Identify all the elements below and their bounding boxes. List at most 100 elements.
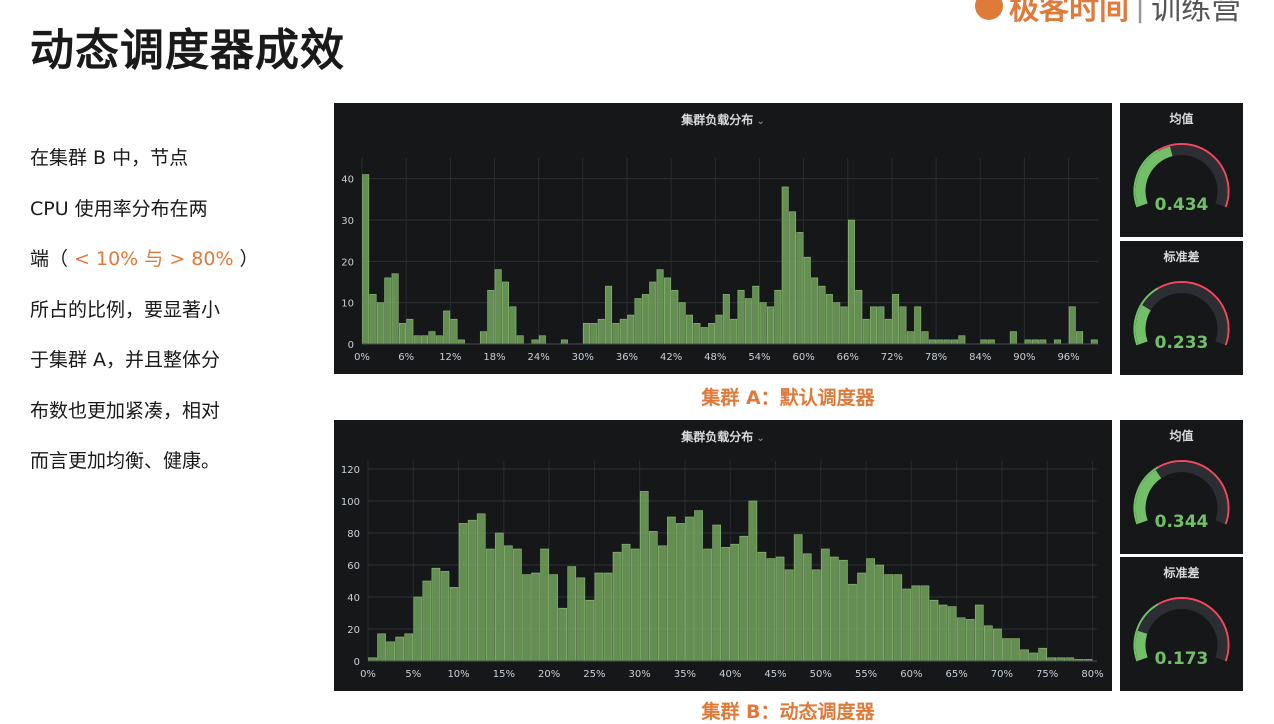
x-tick-label: 36% <box>616 352 638 363</box>
histogram-bar <box>892 294 900 345</box>
histogram-bar <box>1002 638 1011 662</box>
histogram-bar <box>428 331 436 345</box>
histogram-bar <box>391 273 399 345</box>
cluster-b-mean-gauge <box>1133 460 1230 525</box>
y-tick-label: 100 <box>341 497 360 508</box>
x-tick-label: 35% <box>674 669 696 680</box>
histogram-bar <box>921 331 929 345</box>
x-tick-label: 84% <box>969 352 991 363</box>
cluster-b-stddev-gauge <box>1133 597 1230 662</box>
histogram-bar <box>576 577 586 662</box>
histogram-bar <box>884 318 892 345</box>
histogram-bar <box>567 566 577 662</box>
cluster-a-panel-title[interactable]: 集群负载分布 ⌄ <box>334 111 1112 128</box>
histogram-bar <box>1076 331 1084 345</box>
histogram-bar <box>839 559 848 662</box>
histogram-bar <box>920 585 930 662</box>
description-line: 端（ < 10% 与 > 80% ） <box>30 239 280 290</box>
histogram-bar <box>494 269 502 345</box>
histogram-bar <box>676 523 685 662</box>
x-tick-label: 50% <box>810 669 832 680</box>
histogram-bar <box>686 314 693 345</box>
histogram-bar <box>485 548 495 662</box>
histogram-bar <box>413 596 423 662</box>
description-text: 在集群 B 中，节点 CPU 使用率分布在两 端（ < 10% 与 > 80% … <box>30 138 280 492</box>
histogram-bar <box>443 310 451 345</box>
y-tick-label: 10 <box>341 299 354 310</box>
histogram-bar <box>630 548 640 662</box>
histogram-bar <box>712 524 721 662</box>
histogram-bar <box>406 318 414 345</box>
histogram-bar <box>847 219 855 345</box>
y-tick-label: 60 <box>347 561 360 572</box>
histogram-bar <box>693 323 701 345</box>
histogram-bar <box>1068 306 1076 345</box>
histogram-bar <box>855 289 863 345</box>
histogram-bar <box>531 572 540 662</box>
chevron-down-icon[interactable]: ⌄ <box>756 433 765 444</box>
histogram-bar <box>531 339 539 345</box>
gauge-value-fill <box>1135 146 1173 207</box>
histogram-bar <box>884 574 894 662</box>
histogram-bar <box>759 302 767 345</box>
panel-title-text: 集群负载分布 <box>681 113 754 127</box>
chevron-down-icon[interactable]: ⌄ <box>756 116 765 127</box>
x-tick-label: 10% <box>447 669 469 680</box>
histogram-bar <box>902 588 912 662</box>
cluster-a-mean-gauge-panel: 均值 0.434 <box>1120 103 1243 237</box>
histogram-bar <box>476 513 486 662</box>
x-tick-label: 65% <box>946 669 968 680</box>
x-tick-label: 24% <box>528 352 550 363</box>
x-tick-label: 60% <box>900 669 922 680</box>
cluster-a-stddev-gauge-panel: 标准差 0.233 <box>1120 241 1243 375</box>
histogram-bar <box>504 545 513 662</box>
histogram-bar <box>509 306 517 345</box>
histogram-bar <box>1024 339 1032 345</box>
histogram-bar <box>722 294 730 345</box>
histogram-bar <box>703 548 712 662</box>
histogram-bar <box>752 285 760 345</box>
x-tick-label: 45% <box>764 669 786 680</box>
histogram-bar <box>715 314 723 345</box>
histogram-bar <box>540 548 549 662</box>
histogram-bar <box>502 281 509 345</box>
cluster-b-panel-title[interactable]: 集群负载分布 ⌄ <box>334 428 1112 445</box>
histogram-bar <box>585 599 595 662</box>
histogram-bar <box>796 232 804 345</box>
x-tick-label: 12% <box>439 352 461 363</box>
histogram-bar <box>875 564 884 662</box>
histogram-bar <box>893 574 903 662</box>
x-tick-label: 90% <box>1013 352 1035 363</box>
histogram-bar <box>395 636 405 662</box>
gauge-threshold-red <box>1157 597 1230 662</box>
histogram-bar <box>522 574 531 662</box>
cluster-b-caption: 集群 B：动态调度器 <box>701 701 875 723</box>
histogram-bar <box>1054 339 1062 345</box>
histogram-bar <box>648 531 658 662</box>
histogram-bar <box>984 625 993 662</box>
histogram-bar <box>362 174 370 345</box>
histogram-bar <box>789 211 797 345</box>
histogram-bar <box>612 323 620 345</box>
histogram-bar <box>928 339 936 345</box>
description-line-text: 于集群 A，并且整体分 <box>30 349 221 371</box>
histogram-bar <box>870 306 878 345</box>
histogram-bar <box>730 543 740 662</box>
gauge-title: 标准差 <box>1163 250 1200 264</box>
description-line: 于集群 A，并且整体分 <box>30 340 280 391</box>
histogram-bar <box>721 547 731 662</box>
gauge-value-fill <box>1135 305 1151 345</box>
gauge-threshold-red <box>1157 143 1230 208</box>
histogram-bar <box>825 294 833 345</box>
histogram-bar <box>950 339 958 345</box>
brand-name: 极客时间 <box>1009 0 1129 27</box>
histogram-bar <box>440 571 450 662</box>
histogram-bar <box>911 585 921 662</box>
histogram-bar <box>435 335 443 345</box>
x-tick-label: 55% <box>855 669 877 680</box>
y-tick-label: 80 <box>347 529 360 540</box>
cluster-a-stddev-gauge <box>1133 281 1230 346</box>
x-tick-label: 96% <box>1057 352 1079 363</box>
histogram-bar <box>399 323 406 345</box>
x-tick-label: 30% <box>629 669 651 680</box>
